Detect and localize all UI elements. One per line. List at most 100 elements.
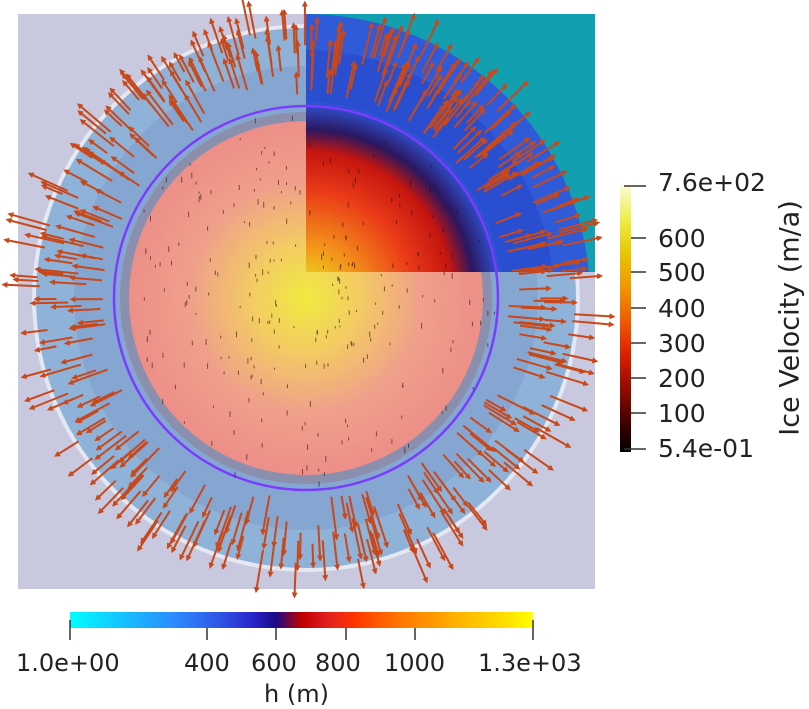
velocity-arrow [130,447,161,478]
velocity-arrow [140,511,163,544]
velocity-arrow [168,99,185,122]
velocity-arrow [387,86,398,109]
velocity-arrow [496,394,536,415]
velocity-arrow [33,345,57,353]
velocity-arrow [483,401,513,419]
velocity-arrow [557,197,580,208]
velocity-arrow [559,220,601,234]
velocity-arrow [281,8,288,40]
velocity-arrow [209,17,224,54]
velocity-arrow [513,231,554,245]
velocity-arrow [127,499,149,528]
velocity-arrow [114,430,140,451]
thickness-colorbar [70,612,533,628]
velocity-arrow [531,165,556,179]
velocity-arrow [62,393,84,405]
velocity-arrow [460,56,480,84]
velocity-arrow [386,24,404,67]
velocity-arrow [56,249,97,260]
velocity-arrow [388,62,407,103]
velocity-arrow [107,92,130,115]
velocity-arrow [313,16,320,41]
velocity-arrow [244,496,255,525]
velocity-arrow [224,505,237,534]
velocity-arrow [291,562,298,599]
velocity-arrow [467,501,487,527]
velocity-arrow [365,490,376,517]
velocity-tick-label-600: 600 [658,224,706,253]
velocity-arrow [366,538,378,575]
velocity-arrow [50,303,82,310]
velocity-arrow [497,151,522,169]
velocity-arrow [41,271,73,278]
velocity-arrow [234,17,245,50]
velocity-arrow [184,93,203,123]
velocity-arrow [91,391,115,404]
velocity-arrow [75,409,99,424]
velocity-arrow [250,47,259,72]
velocity-arrow [67,307,101,314]
velocity-arrow [483,450,509,473]
velocity-arrow [361,493,373,525]
velocity-arrow [116,490,142,520]
velocity-arrow [226,41,237,68]
velocity-arrow [407,488,420,510]
velocity-arrow [507,240,548,253]
velocity-arrow [128,126,150,147]
velocity-arrow [370,23,382,59]
velocity-arrow [419,18,439,58]
velocity-arrow [526,141,561,163]
velocity-arrow [334,33,343,76]
velocity-arrow [95,430,123,451]
velocity-glyphs [1,0,616,599]
velocity-arrow [109,136,135,158]
velocity-arrow [253,549,265,594]
velocity-arrow [235,29,246,59]
velocity-arrow [71,369,97,380]
velocity-arrow [420,462,443,493]
velocity-arrow [547,226,589,240]
velocity-arrow [75,417,106,436]
velocity-arrow [516,357,553,371]
velocity-arrow [555,213,581,224]
velocity-arrow [294,540,301,572]
velocity-arrow [442,453,465,479]
velocity-arrow [74,211,114,228]
velocity-arrow [94,434,127,460]
velocity-arrow [379,32,389,56]
velocity-arrow [67,457,93,477]
velocity-arrow [135,497,157,525]
velocity-arrow [1,281,40,288]
velocity-arrow [85,419,107,434]
velocity-arrow [357,558,366,590]
velocity-arrow [351,518,363,560]
velocity-arrow [75,158,113,182]
velocity-arrow [235,53,249,91]
velocity-arrow [226,15,240,56]
velocity-arrow [397,28,410,59]
velocity-arrow [485,398,507,412]
velocity-arrow [222,57,235,89]
velocity-arrow [20,368,52,380]
velocity-arrow [486,174,507,188]
thickness-colorbar-title: h (m) [264,680,329,708]
velocity-arrow [516,421,547,440]
velocity-arrow [38,336,73,346]
velocity-arrow [201,496,213,518]
velocity-arrow [453,61,469,83]
velocity-arrow [28,392,69,410]
velocity-arrow [76,319,104,326]
velocity-arrow [173,51,186,73]
velocity-arrow [488,411,520,433]
velocity-arrow [423,471,439,495]
velocity-arrow [456,431,484,457]
velocity-arrow [94,188,122,204]
velocity-arrow [433,96,458,129]
velocity-arrow [483,171,519,193]
velocity-arrow [188,60,203,88]
velocity-arrow [369,515,383,556]
velocity-arrow [398,62,411,87]
velocity-arrow [574,313,616,320]
velocity-arrow [99,159,131,181]
